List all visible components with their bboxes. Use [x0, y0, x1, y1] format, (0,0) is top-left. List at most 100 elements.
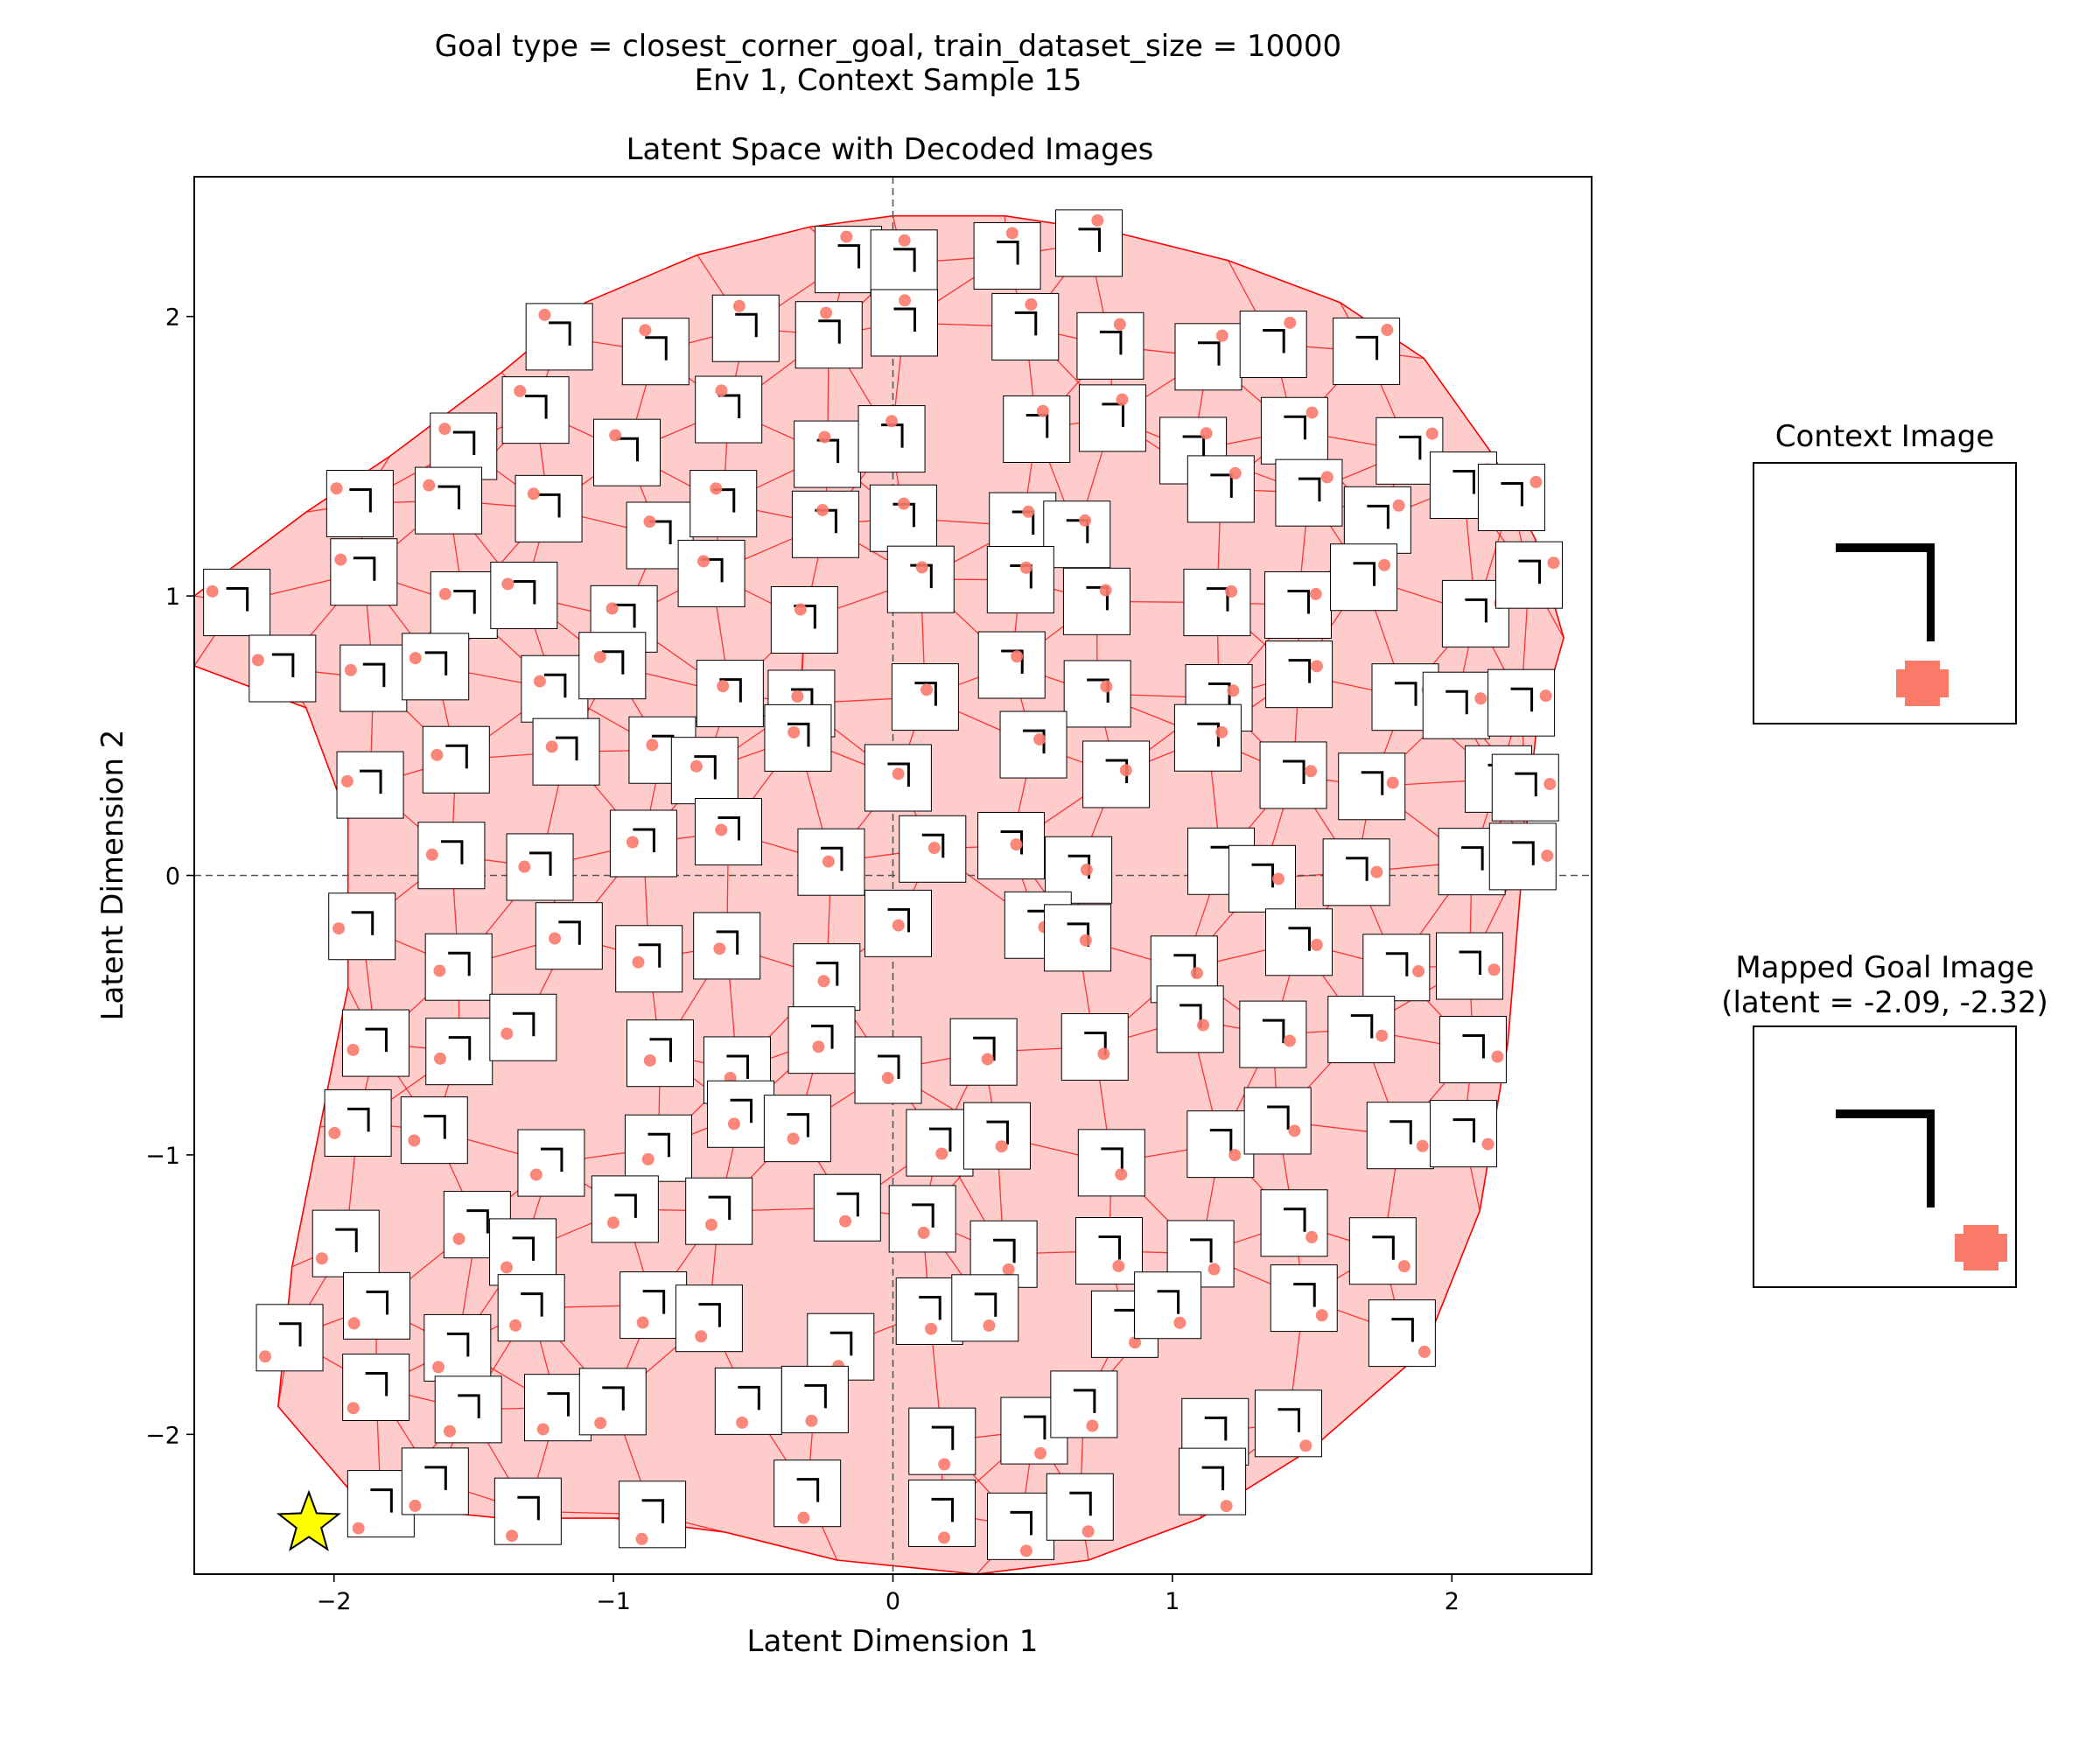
figure-title-line1: Goal type = closest_corner_goal, train_d…	[435, 29, 1341, 64]
tile-frame	[609, 809, 677, 878]
tile-ball	[609, 429, 622, 442]
tile-frame	[521, 654, 589, 723]
decoded-image-tile	[1228, 844, 1297, 913]
tile-ball	[1005, 227, 1018, 240]
decoded-image-tile	[1338, 752, 1406, 821]
tile-frame	[1430, 1100, 1498, 1168]
tile-wall	[1278, 1408, 1300, 1432]
decoded-image-tile	[794, 301, 863, 369]
decoded-image-tile	[422, 725, 490, 794]
tile-ball	[1215, 329, 1228, 342]
tile-frame	[1259, 741, 1327, 809]
tile-frame	[330, 538, 398, 606]
tile-ball	[727, 1117, 740, 1130]
decoded-image-tile	[626, 1019, 694, 1088]
decoded-image-tile	[1173, 704, 1242, 772]
tile-ball	[1381, 324, 1394, 337]
tile-frame	[532, 718, 600, 786]
tile-ball	[1491, 1050, 1504, 1063]
decoded-image-tile	[593, 418, 662, 486]
tile-wall	[360, 769, 382, 794]
tile-ball	[1378, 558, 1391, 571]
decoded-image-tile	[312, 1209, 380, 1278]
decoded-image-tile	[1186, 1110, 1255, 1179]
decoded-image-tile	[813, 1173, 881, 1242]
tile-frame	[1477, 463, 1545, 531]
tile-ball	[409, 652, 422, 665]
tile-ball	[892, 767, 905, 780]
tile-frame	[1046, 1473, 1114, 1541]
tile-wall	[796, 1478, 820, 1502]
tile-ball	[529, 1168, 542, 1181]
decoded-image-tile	[326, 470, 394, 538]
tile-frame	[999, 710, 1068, 779]
y-tick-label: 1	[165, 584, 180, 611]
tile-ball	[1541, 849, 1554, 862]
tile-wall	[837, 244, 861, 269]
tile-ball	[736, 1416, 749, 1429]
tile-ball	[1112, 1259, 1125, 1272]
decoded-image-tile	[415, 466, 483, 535]
tile-frame	[324, 1088, 392, 1157]
tile-wall	[787, 722, 810, 747]
tile-ball	[1097, 1047, 1110, 1060]
tile-ball	[1091, 214, 1104, 227]
tile-ball	[1288, 1124, 1301, 1138]
tile-frame	[1228, 844, 1297, 913]
decoded-image-tile	[886, 545, 955, 613]
decoded-image-tile	[1494, 541, 1563, 609]
tile-ball	[1225, 584, 1238, 598]
tile-ball	[1119, 764, 1132, 777]
tile-ball	[1228, 466, 1242, 480]
tile-ball	[805, 1414, 818, 1427]
decoded-image-tile	[1076, 312, 1144, 380]
tile-wall	[1157, 1290, 1180, 1314]
decoded-image-tile	[670, 737, 738, 805]
decoded-image-tile	[690, 470, 758, 538]
tile-ball	[1080, 864, 1093, 877]
tile-frame	[248, 634, 317, 703]
tile-wall	[365, 1027, 388, 1053]
tile-ball	[1305, 765, 1318, 778]
tile-ball	[1310, 938, 1323, 951]
decoded-image-tile	[1134, 1271, 1202, 1340]
tile-ball	[639, 324, 652, 337]
tile-wall	[448, 951, 471, 976]
tile-wall	[540, 1147, 564, 1172]
tile-wall	[438, 485, 461, 510]
tile-frame	[415, 466, 483, 535]
tile-ball	[1019, 1544, 1032, 1558]
tile-frame	[400, 1096, 468, 1165]
decoded-image-tile	[870, 289, 938, 357]
tile-ball	[438, 587, 452, 600]
decoded-image-tile	[256, 1304, 324, 1372]
tile-ball	[643, 1054, 656, 1067]
tile-ball	[1488, 963, 1501, 976]
decoded-image-tile	[324, 1088, 392, 1157]
decoded-image-tile	[1366, 1102, 1434, 1170]
tile-ball	[626, 836, 639, 849]
tile-ball	[820, 306, 833, 319]
tile-wall	[694, 755, 717, 780]
tile-wall	[446, 1332, 470, 1357]
y-axis-label: Latent Dimension 2	[95, 730, 130, 1021]
tile-ball	[917, 1226, 930, 1239]
decoded-image-tile	[858, 405, 926, 473]
decoded-image-tile	[864, 889, 933, 957]
decoded-image-tile	[1438, 1016, 1507, 1084]
tile-wall	[613, 603, 636, 628]
tile-frame	[203, 569, 271, 637]
tile-ball	[518, 860, 531, 873]
tile-wall	[1284, 415, 1306, 440]
y-tick-label: −2	[145, 1422, 180, 1449]
mapped-goal-marker	[276, 1489, 341, 1551]
context-ball	[1896, 661, 1949, 706]
tile-ball	[641, 1152, 654, 1166]
decoded-image-tile	[870, 229, 938, 298]
decoded-image-tile	[693, 912, 761, 980]
decoded-image-tile	[1044, 904, 1112, 972]
decoded-image-tile	[763, 1095, 831, 1163]
decoded-image-tile	[578, 632, 647, 700]
tile-wall	[349, 488, 372, 513]
